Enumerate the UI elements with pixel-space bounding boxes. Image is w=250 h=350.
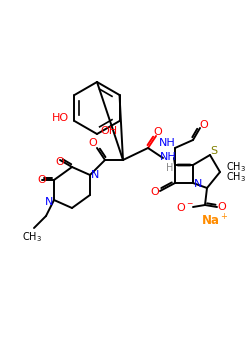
Text: O: O bbox=[88, 138, 98, 148]
Text: CH$_3$: CH$_3$ bbox=[22, 230, 42, 244]
Text: O$^-$: O$^-$ bbox=[176, 201, 194, 213]
Text: CH$_3$: CH$_3$ bbox=[226, 170, 246, 184]
Text: CH$_3$: CH$_3$ bbox=[226, 160, 246, 174]
Text: O: O bbox=[200, 120, 208, 130]
Text: NH: NH bbox=[160, 152, 176, 162]
Text: S: S bbox=[210, 146, 218, 156]
Text: O: O bbox=[56, 157, 64, 167]
Text: N: N bbox=[91, 170, 99, 180]
Text: N: N bbox=[194, 179, 202, 189]
Text: N: N bbox=[45, 197, 53, 207]
Text: H: H bbox=[166, 163, 174, 173]
Text: HO: HO bbox=[52, 113, 69, 123]
Text: OH: OH bbox=[100, 126, 117, 136]
Text: O: O bbox=[154, 127, 162, 137]
Text: NH: NH bbox=[159, 138, 176, 148]
Text: O: O bbox=[38, 175, 46, 185]
Text: Na$^+$: Na$^+$ bbox=[201, 214, 229, 229]
Text: O: O bbox=[150, 187, 160, 197]
Text: O: O bbox=[218, 202, 226, 212]
